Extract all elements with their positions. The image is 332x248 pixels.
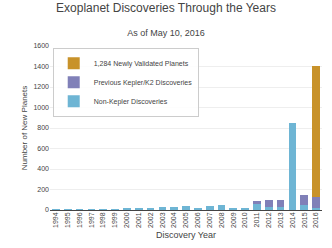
svg-text:1995: 1995	[64, 212, 71, 228]
svg-text:1994: 1994	[52, 212, 59, 228]
svg-text:400: 400	[37, 165, 49, 172]
svg-text:2006: 2006	[194, 212, 201, 228]
svg-text:2007: 2007	[206, 212, 213, 228]
svg-text:Previous Kepler/K2 Discoveries: Previous Kepler/K2 Discoveries	[94, 79, 193, 87]
svg-text:Discovery Year: Discovery Year	[156, 230, 216, 240]
svg-text:2008: 2008	[218, 212, 225, 228]
svg-text:2001: 2001	[135, 212, 142, 228]
svg-text:200: 200	[37, 186, 49, 193]
svg-text:2000: 2000	[123, 212, 130, 228]
svg-text:Number of New Planets: Number of New Planets	[20, 86, 29, 170]
svg-text:2012: 2012	[265, 212, 272, 228]
svg-text:2014: 2014	[289, 212, 296, 228]
svg-text:2003: 2003	[159, 212, 166, 228]
svg-text:As of May 10, 2016: As of May 10, 2016	[127, 28, 205, 38]
svg-text:1400: 1400	[33, 63, 49, 70]
svg-text:1999: 1999	[111, 212, 118, 228]
svg-text:2013: 2013	[277, 212, 284, 228]
svg-text:1600: 1600	[33, 42, 49, 49]
svg-text:1997: 1997	[88, 212, 95, 228]
svg-text:Exoplanet Discoveries Through: Exoplanet Discoveries Through the Years	[56, 1, 276, 15]
svg-text:2009: 2009	[230, 212, 237, 228]
svg-text:0: 0	[45, 206, 49, 213]
svg-text:1998: 1998	[99, 212, 106, 228]
svg-text:2005: 2005	[182, 212, 189, 228]
svg-text:1000: 1000	[33, 104, 49, 111]
svg-text:2002: 2002	[147, 212, 154, 228]
svg-text:2004: 2004	[170, 212, 177, 228]
svg-text:2016: 2016	[312, 212, 319, 228]
svg-text:1,284 Newly Validated Planets: 1,284 Newly Validated Planets	[94, 60, 189, 68]
svg-text:600: 600	[37, 145, 49, 152]
svg-text:Non-Kepler Discoveries: Non-Kepler Discoveries	[94, 98, 168, 106]
svg-text:2015: 2015	[301, 212, 308, 228]
svg-text:1200: 1200	[33, 83, 49, 90]
svg-text:800: 800	[37, 124, 49, 131]
svg-text:2010: 2010	[241, 212, 248, 228]
svg-text:1996: 1996	[76, 212, 83, 228]
svg-text:2011: 2011	[253, 212, 260, 227]
